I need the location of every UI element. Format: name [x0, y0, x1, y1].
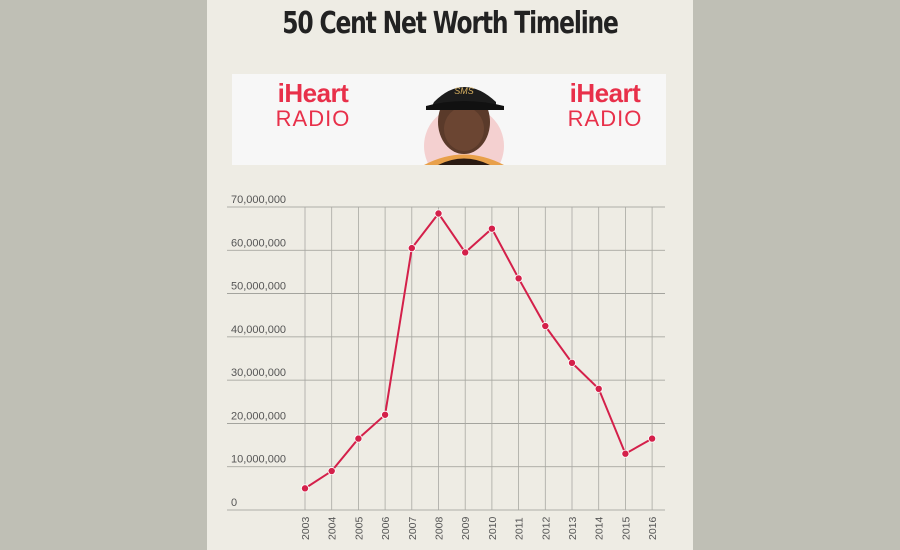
x-tick-label: 2007 — [407, 516, 419, 540]
x-tick-label: 2004 — [327, 516, 339, 540]
x-tick-label: 2008 — [434, 516, 446, 540]
data-point — [567, 358, 576, 367]
cap-text: SMS — [454, 86, 474, 96]
data-point — [354, 434, 363, 443]
banner-image: iHeart RADIO SMS iHeart RADIO — [232, 74, 666, 165]
x-tick-label: 2005 — [353, 516, 365, 540]
page-title: 50 Cent Net Worth Timeline — [282, 6, 619, 41]
x-tick-label: 2003 — [300, 516, 312, 540]
y-tick-label: 50,000,000 — [231, 281, 286, 293]
data-point — [434, 209, 443, 218]
data-point — [514, 274, 523, 283]
y-tick-label: 30,000,000 — [231, 367, 286, 379]
y-tick-label: 20,000,000 — [231, 410, 286, 422]
iheartradio-logo-right: iHeart RADIO — [550, 80, 660, 130]
logo-line1: iHeart — [277, 78, 349, 108]
x-tick-label: 2013 — [567, 516, 579, 540]
data-point — [648, 434, 657, 443]
data-point — [327, 467, 336, 476]
x-tick-label: 2009 — [460, 516, 472, 540]
y-tick-label: 10,000,000 — [231, 454, 286, 466]
data-point — [594, 384, 603, 393]
y-tick-label: 60,000,000 — [231, 237, 286, 249]
x-tick-label: 2014 — [594, 516, 606, 540]
x-tick-label: 2011 — [514, 517, 526, 540]
y-tick-label: 0 — [231, 497, 237, 509]
net-worth-line-chart: 0 10,000,000 20,000,000 30,000,000 40,000,00… — [227, 194, 665, 540]
x-tick-label: 2012 — [540, 516, 552, 540]
data-point — [461, 248, 470, 257]
y-tick-label: 40,000,000 — [231, 324, 286, 336]
logo-line2: RADIO — [567, 106, 643, 131]
x-tick-label: 2010 — [487, 516, 499, 540]
logo-line2: RADIO — [275, 106, 351, 131]
data-point — [407, 244, 416, 253]
iheartradio-logo-left: iHeart RADIO — [258, 80, 368, 130]
series-line — [304, 211, 653, 490]
data-point — [621, 449, 630, 458]
logo-line1: iHeart — [569, 78, 641, 108]
x-tick-label: 2015 — [620, 516, 632, 540]
x-tick-label: 2016 — [647, 516, 659, 540]
data-point — [301, 484, 310, 493]
data-point — [381, 410, 390, 419]
data-point — [487, 224, 496, 233]
content-panel: 50 Cent Net Worth Timeline iHeart RADIO … — [207, 0, 693, 550]
data-point — [541, 322, 550, 331]
x-tick-label: 2006 — [380, 516, 392, 540]
y-tick-label: 70,000,000 — [231, 194, 286, 206]
portrait-photo: SMS — [424, 86, 504, 165]
